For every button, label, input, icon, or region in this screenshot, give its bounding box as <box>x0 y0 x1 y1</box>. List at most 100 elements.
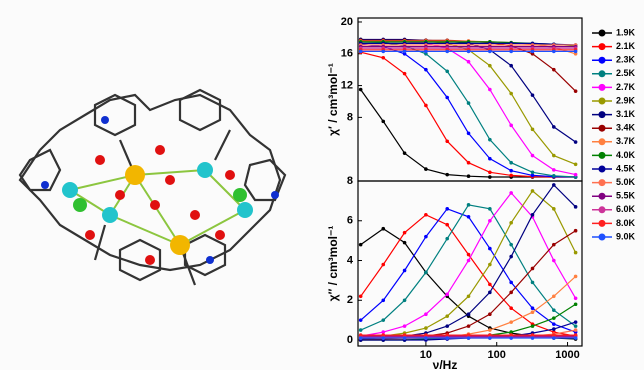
data-point <box>467 101 471 105</box>
data-point <box>531 281 535 285</box>
legend-label: 3.4K <box>616 123 636 133</box>
data-point <box>381 298 385 302</box>
data-point <box>467 203 471 207</box>
data-point <box>424 213 428 217</box>
data-point <box>381 56 385 60</box>
data-point <box>445 139 449 143</box>
legend-marker <box>599 111 606 118</box>
data-point <box>509 64 513 68</box>
legend-marker <box>599 70 606 77</box>
legend-label: 9.0K <box>616 231 636 241</box>
data-point <box>403 241 407 245</box>
data-point <box>445 50 449 54</box>
data-point <box>574 163 578 167</box>
legend-label: 2.9K <box>616 95 636 105</box>
legend-marker <box>599 220 606 227</box>
data-point <box>359 88 363 92</box>
data-point <box>552 174 556 178</box>
data-point <box>509 92 513 96</box>
data-point <box>574 89 578 93</box>
data-point <box>531 154 535 158</box>
data-point <box>509 174 513 178</box>
data-point <box>552 168 556 172</box>
data-point <box>574 324 578 328</box>
data-point <box>445 237 449 241</box>
data-point <box>552 327 556 331</box>
y-tick-label: 0 <box>347 334 353 346</box>
data-point <box>424 68 428 72</box>
data-point <box>467 259 471 263</box>
data-point <box>445 173 449 177</box>
legend-marker <box>599 138 606 145</box>
legend-marker <box>599 98 606 105</box>
background <box>0 0 644 370</box>
data-point <box>381 120 385 124</box>
legend-marker <box>599 206 606 213</box>
data-point <box>467 60 471 64</box>
data-point <box>467 161 471 165</box>
data-point <box>467 253 471 257</box>
data-point <box>552 322 556 326</box>
data-point <box>488 170 492 174</box>
legend-label: 2.5K <box>616 68 636 78</box>
data-point <box>424 235 428 239</box>
data-point <box>381 318 385 322</box>
data-point <box>531 93 535 97</box>
data-point <box>509 281 513 285</box>
data-point <box>552 336 556 340</box>
legend-marker <box>599 43 606 50</box>
data-point <box>381 263 385 267</box>
data-point <box>552 316 556 320</box>
data-point <box>574 140 578 144</box>
y-tick-label: 8 <box>347 175 353 187</box>
data-point <box>552 295 556 299</box>
data-point <box>509 255 513 259</box>
x-tick-label: 10 <box>420 349 432 361</box>
data-point <box>574 296 578 300</box>
data-point <box>574 328 578 332</box>
data-point <box>531 336 535 340</box>
data-point <box>445 314 449 318</box>
data-point <box>488 138 492 142</box>
data-point <box>552 207 556 211</box>
y-tick-label: 8 <box>347 111 353 123</box>
y-tick-label: 16 <box>341 48 353 60</box>
data-point <box>552 243 556 247</box>
data-point <box>488 219 492 223</box>
data-point <box>509 320 513 324</box>
data-point <box>552 259 556 263</box>
data-point <box>488 312 492 316</box>
data-point <box>381 336 385 340</box>
data-point <box>488 50 492 54</box>
y-tick-label: 12 <box>341 79 353 91</box>
data-point <box>509 50 513 54</box>
data-point <box>531 306 535 310</box>
data-point <box>359 318 363 322</box>
data-point <box>574 50 578 54</box>
data-point <box>403 336 407 340</box>
data-point <box>445 69 449 73</box>
data-point <box>488 207 492 211</box>
data-point <box>552 308 556 312</box>
data-point <box>574 275 578 279</box>
y-tick-label: 2 <box>347 294 353 306</box>
data-point <box>403 269 407 273</box>
data-point <box>445 293 449 297</box>
data-point <box>509 169 513 173</box>
legend-label: 3.7K <box>616 136 636 146</box>
data-point <box>424 167 428 171</box>
y-axis-label: χ′ / cm³mol⁻¹ <box>326 63 340 136</box>
y-tick-label: 4 <box>347 254 354 266</box>
data-point <box>403 50 407 54</box>
y-tick-label: 6 <box>347 215 353 227</box>
x-tick-label: 1000 <box>555 349 579 361</box>
legend-marker <box>599 84 606 91</box>
legend-marker <box>599 125 606 132</box>
x-axis-label: ν/Hz <box>433 358 458 370</box>
legend-marker <box>599 30 606 37</box>
data-point <box>552 154 556 158</box>
legend-marker <box>599 234 606 241</box>
data-point <box>509 306 513 310</box>
data-point <box>359 50 363 54</box>
data-point <box>509 221 513 225</box>
